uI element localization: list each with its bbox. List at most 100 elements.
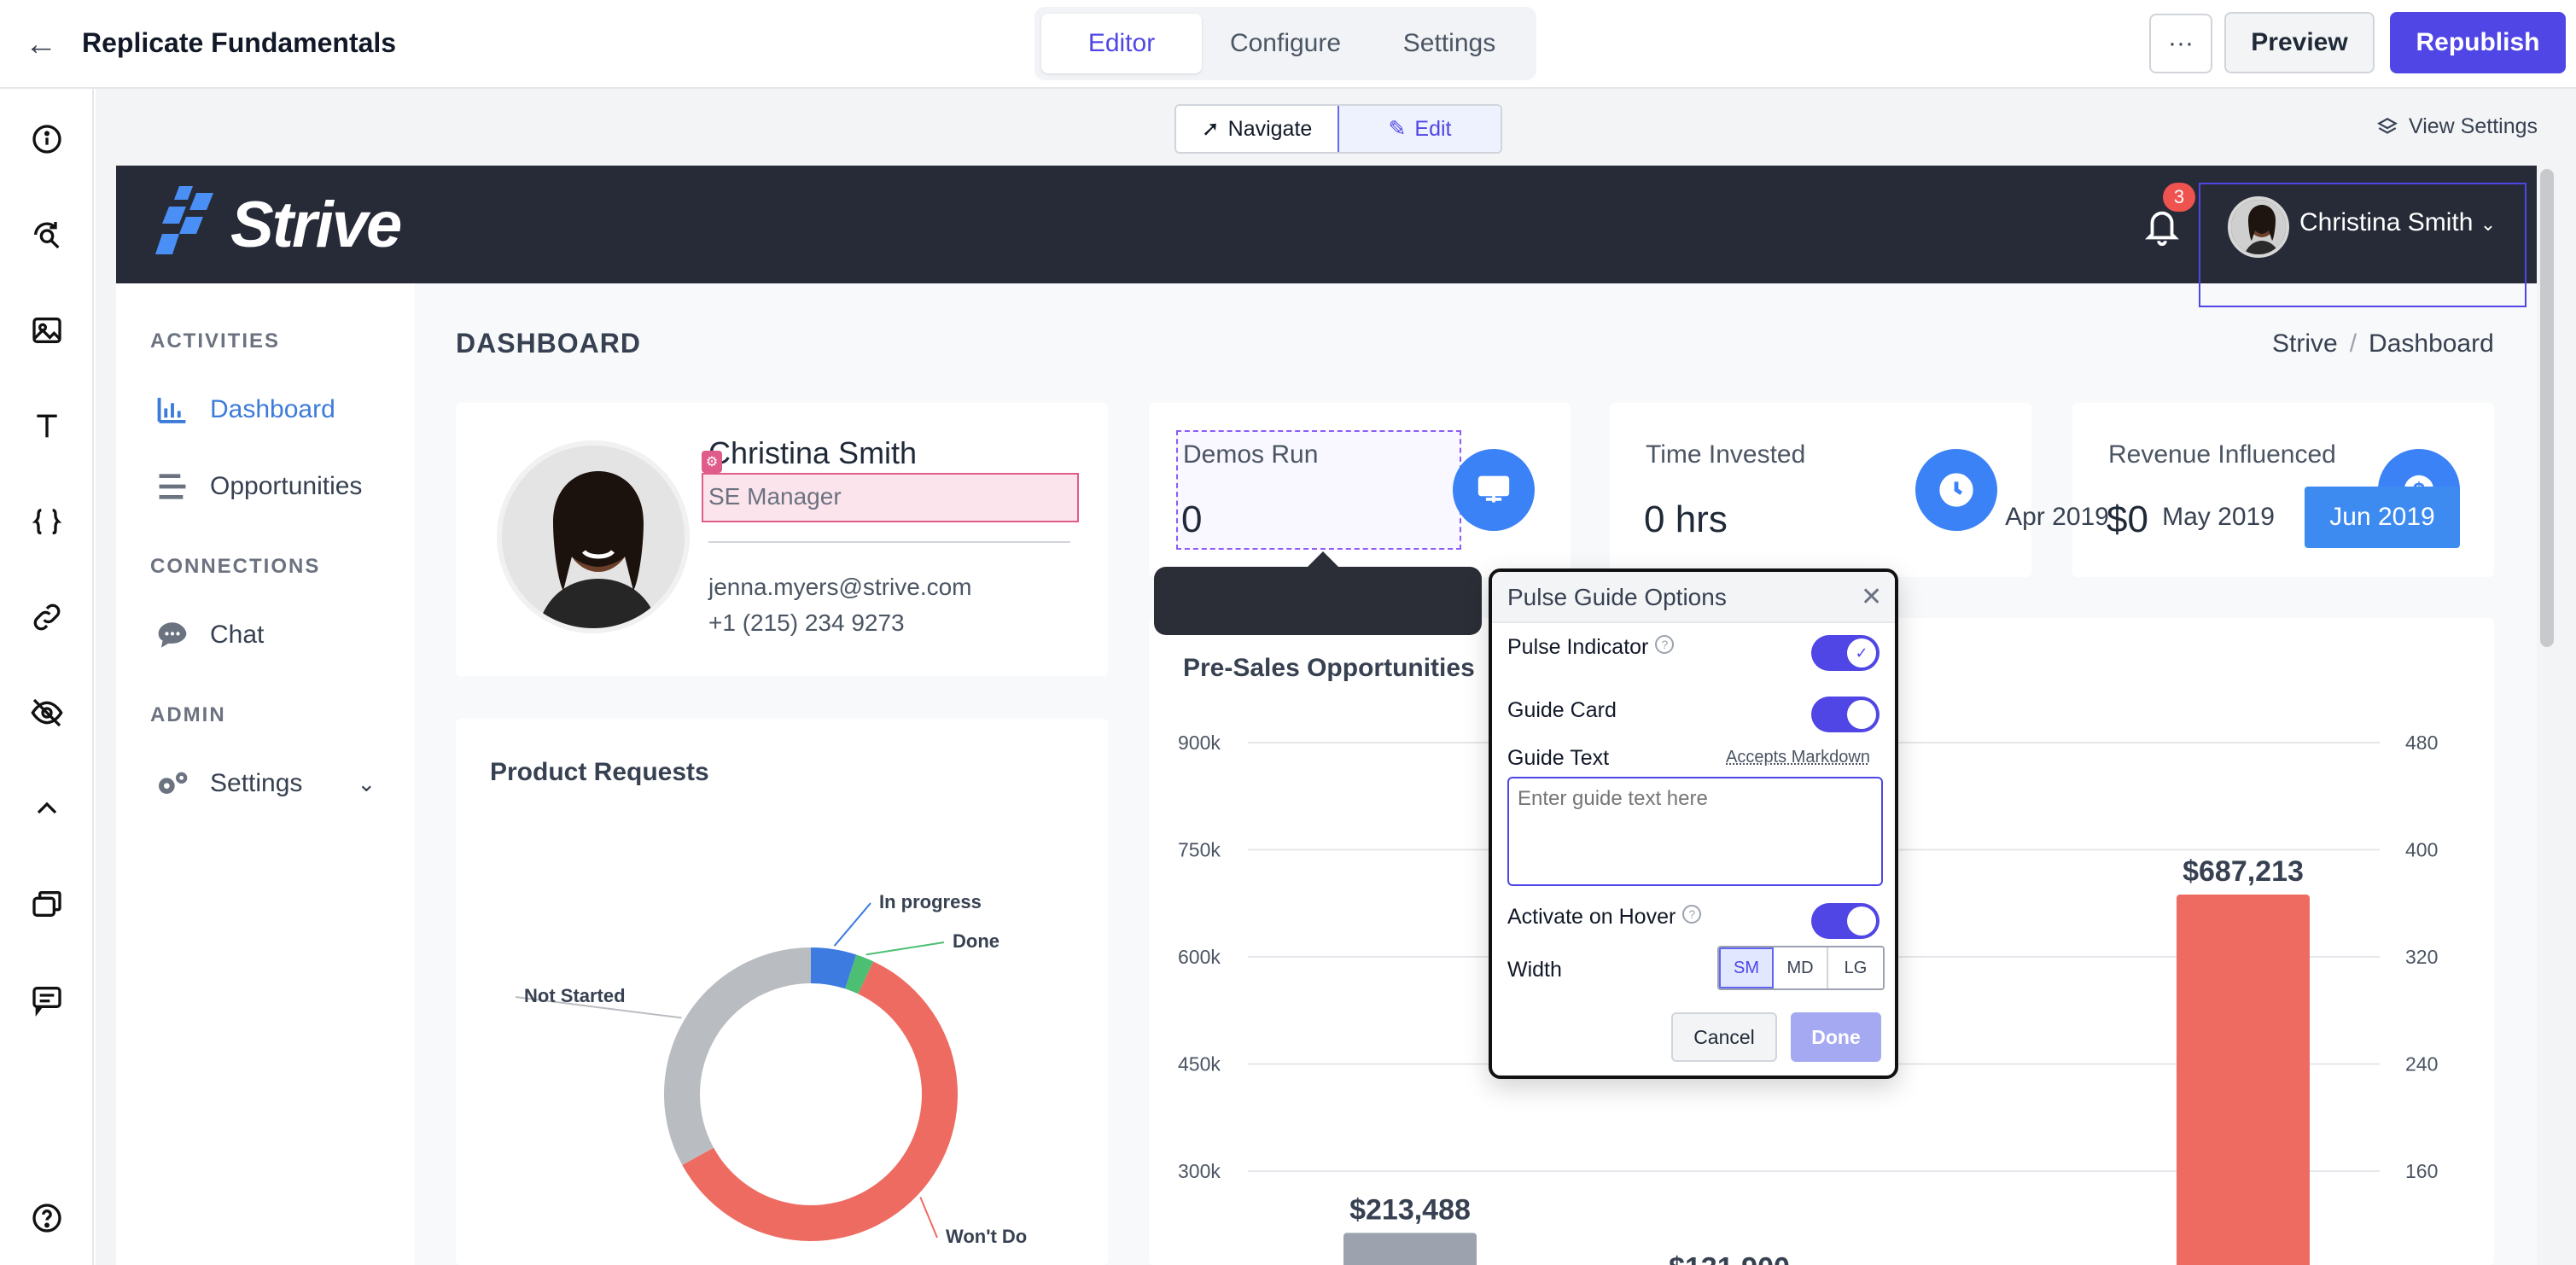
link-icon[interactable] bbox=[27, 598, 67, 637]
guide-tooltip-preview bbox=[1154, 567, 1482, 635]
info-icon[interactable] bbox=[27, 120, 67, 159]
donut-leader-line bbox=[865, 941, 945, 956]
close-icon[interactable]: ✕ bbox=[1861, 583, 1883, 611]
guide-text-input[interactable] bbox=[1507, 777, 1883, 886]
code-braces-icon[interactable] bbox=[27, 502, 67, 541]
activate-hover-text: Activate on Hover bbox=[1507, 905, 1676, 929]
comment-icon[interactable] bbox=[27, 980, 67, 1019]
month-may-2019[interactable]: May 2019 bbox=[2162, 503, 2275, 531]
eye-off-icon[interactable] bbox=[27, 693, 67, 732]
profile-phone: +1 (215) 234 9273 bbox=[708, 609, 905, 636]
accepts-markdown-link[interactable]: Accepts Markdown bbox=[1726, 748, 1870, 767]
app-sidebar: ACTIVITIES Dashboard Opportunities CONNE… bbox=[116, 283, 415, 1265]
donut-label: Not Started bbox=[524, 985, 626, 1006]
notification-bell-icon[interactable] bbox=[2142, 205, 2182, 248]
guide-text-label: Guide Text bbox=[1507, 746, 1610, 770]
gears-icon bbox=[155, 767, 189, 801]
popover-title: Pulse Guide Options bbox=[1507, 584, 1727, 610]
bar[interactable] bbox=[1343, 1233, 1477, 1265]
donut-leader-line bbox=[515, 996, 682, 1019]
pulse-indicator-toggle[interactable]: ✓ bbox=[1811, 635, 1880, 671]
sidebar-item-label: Dashboard bbox=[210, 395, 335, 423]
chevron-down-icon: ⌄ bbox=[2480, 213, 2497, 235]
breadcrumb-separator: / bbox=[2349, 329, 2357, 358]
profile-name[interactable]: Christina Smith bbox=[708, 435, 918, 470]
y2-tick-label: 240 bbox=[2405, 1053, 2438, 1076]
selection-handle-icon[interactable]: ⚙ bbox=[702, 451, 722, 473]
section-activities: ACTIVITIES bbox=[150, 329, 281, 353]
y-tick-label: 750k bbox=[1178, 839, 1221, 861]
y2-tick-label: 320 bbox=[2405, 946, 2438, 968]
chevron-down-icon: ⌄ bbox=[357, 770, 376, 796]
pulse-indicator-text: Pulse Indicator bbox=[1507, 635, 1649, 659]
cancel-button[interactable]: Cancel bbox=[1671, 1012, 1777, 1062]
bar[interactable] bbox=[2177, 895, 2310, 1265]
refresh-search-icon[interactable] bbox=[27, 215, 67, 254]
strive-logo[interactable]: Strive bbox=[155, 186, 402, 263]
image-icon[interactable] bbox=[27, 311, 67, 350]
profile-email[interactable]: jenna.myers@strive.com bbox=[708, 574, 972, 600]
activate-hover-toggle[interactable] bbox=[1811, 903, 1880, 939]
profile-photo bbox=[497, 440, 690, 633]
width-md-button[interactable]: MD bbox=[1774, 947, 1828, 988]
editor-topbar: ← Replicate Fundamentals Editor Configur… bbox=[0, 0, 2576, 89]
donut-slice[interactable] bbox=[845, 954, 874, 994]
tab-configure[interactable]: Configure bbox=[1229, 29, 1342, 57]
user-menu-selection[interactable] bbox=[2199, 183, 2526, 307]
list-icon bbox=[155, 469, 189, 504]
tab-editor[interactable]: Editor bbox=[1041, 14, 1202, 73]
mode-switch: ➚ Navigate ✎ Edit bbox=[1174, 104, 1502, 154]
sidebar-item-chat[interactable]: Chat bbox=[155, 618, 264, 652]
donut-slice[interactable] bbox=[664, 947, 811, 1165]
donut-label: In progress bbox=[879, 891, 982, 912]
bar-chart-icon bbox=[155, 393, 189, 427]
sidebar-item-dashboard[interactable]: Dashboard bbox=[155, 393, 335, 427]
section-admin: ADMIN bbox=[150, 703, 226, 726]
sidebar-item-settings[interactable]: Settings ⌄ bbox=[155, 767, 376, 801]
guide-card-toggle[interactable] bbox=[1811, 697, 1880, 732]
tool-rail bbox=[0, 89, 94, 1265]
sidebar-item-label: Settings bbox=[210, 769, 303, 797]
tooltip-arrow bbox=[1306, 551, 1340, 568]
stat-value: $0 bbox=[2107, 498, 2148, 540]
width-sm-button[interactable]: SM bbox=[1719, 947, 1774, 988]
y-tick-label: 450k bbox=[1178, 1053, 1221, 1076]
text-icon[interactable] bbox=[27, 406, 67, 446]
help-icon[interactable] bbox=[27, 1198, 67, 1238]
y-tick-label: 300k bbox=[1178, 1160, 1221, 1182]
bar-value-label: $213,488 bbox=[1349, 1193, 1471, 1226]
back-arrow-icon[interactable]: ← bbox=[25, 26, 57, 62]
donut-slice[interactable] bbox=[811, 947, 857, 989]
tab-settings[interactable]: Settings bbox=[1402, 29, 1496, 57]
done-button[interactable]: Done bbox=[1791, 1012, 1881, 1062]
scrollbar[interactable] bbox=[2540, 169, 2554, 647]
profile-role[interactable]: SE Manager bbox=[702, 473, 1079, 522]
cursor-icon: ➚ bbox=[1201, 117, 1220, 141]
check-icon: ✓ bbox=[1847, 638, 1876, 667]
width-lg-button[interactable]: LG bbox=[1828, 947, 1883, 988]
chevron-up-icon[interactable] bbox=[27, 789, 67, 828]
popover-header: Pulse Guide Options ✕ bbox=[1492, 572, 1895, 623]
month-apr-2019[interactable]: Apr 2019 bbox=[2005, 503, 2109, 531]
more-options-button[interactable]: ··· bbox=[2149, 14, 2212, 73]
section-connections: CONNECTIONS bbox=[150, 555, 321, 578]
user-menu[interactable]: Christina Smith ⌄ bbox=[2299, 208, 2496, 237]
view-settings-button[interactable]: View Settings bbox=[2376, 114, 2538, 139]
windows-icon[interactable] bbox=[27, 884, 67, 924]
republish-button[interactable]: Republish bbox=[2390, 12, 2566, 73]
navigate-mode-button[interactable]: ➚ Navigate bbox=[1176, 106, 1338, 152]
breadcrumb-item[interactable]: Strive bbox=[2272, 329, 2338, 358]
user-avatar[interactable] bbox=[2228, 196, 2289, 258]
bar-value-label: $131,900 bbox=[1669, 1252, 1790, 1265]
y-tick-label: 900k bbox=[1178, 732, 1221, 754]
month-jun-2019[interactable]: Jun 2019 bbox=[2305, 487, 2460, 548]
stat-value: 0 hrs bbox=[1644, 498, 1728, 540]
preview-button[interactable]: Preview bbox=[2224, 12, 2375, 73]
edit-mode-button[interactable]: ✎ Edit bbox=[1338, 106, 1501, 152]
help-icon[interactable]: ? bbox=[1682, 905, 1702, 924]
clock-icon bbox=[1915, 449, 1997, 531]
element-selection-outline[interactable] bbox=[1176, 430, 1461, 550]
help-icon[interactable]: ? bbox=[1655, 635, 1675, 654]
sidebar-item-opportunities[interactable]: Opportunities bbox=[155, 469, 362, 504]
navigate-label: Navigate bbox=[1227, 116, 1313, 141]
